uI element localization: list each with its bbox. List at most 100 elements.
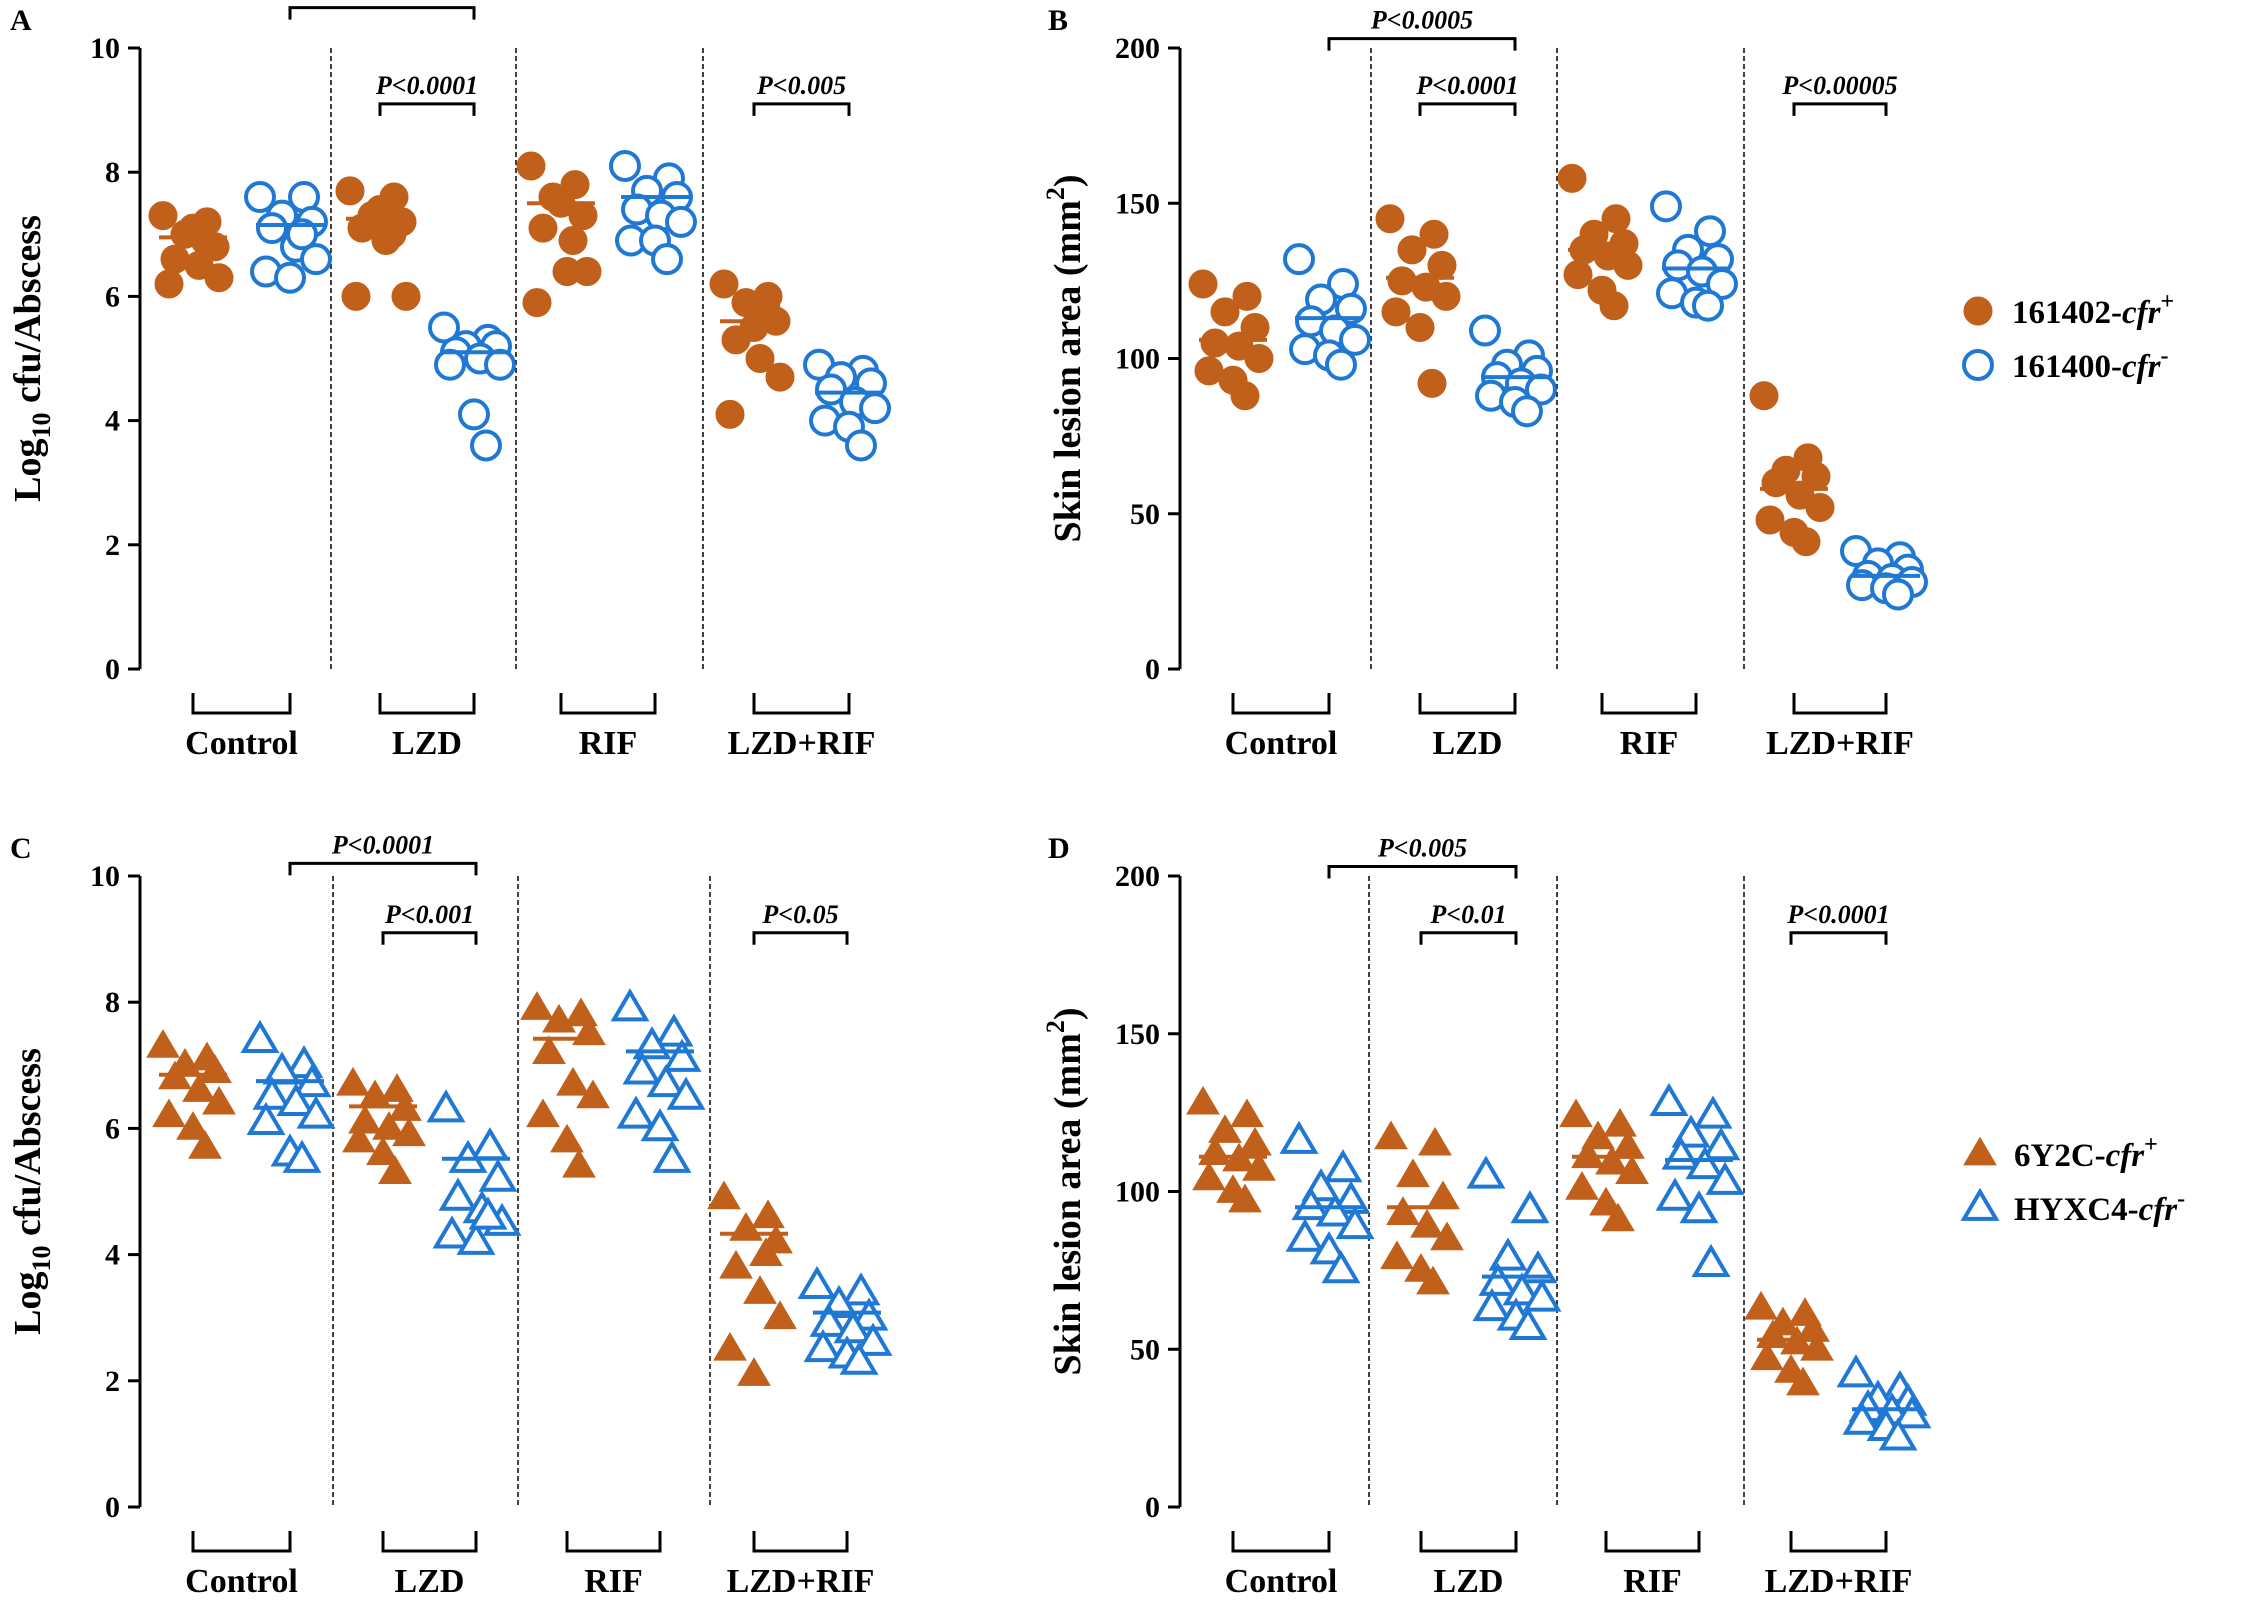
category-bracket (1604, 1531, 1701, 1553)
legend-label-italic: cfr (2106, 1138, 2146, 1174)
data-point (366, 1136, 400, 1166)
data-point (1386, 1196, 1420, 1225)
data-point (365, 194, 395, 224)
data-point (849, 1297, 889, 1331)
category-label: LZD+RIF (728, 725, 876, 762)
data-point (1601, 1202, 1635, 1232)
data-point (458, 398, 490, 431)
significance-bracket (381, 931, 478, 945)
data-point (1244, 344, 1274, 373)
data-point (522, 288, 552, 318)
data-point (1744, 1290, 1778, 1320)
data-point (1232, 281, 1262, 311)
p-value-label: P<0.0001 (330, 0, 433, 4)
data-point (1321, 1250, 1361, 1284)
data-point (622, 1051, 662, 1085)
data-point (1478, 1262, 1518, 1296)
y-tick-label: 50 (1130, 498, 1160, 531)
y-axis-title-superscript: 2 (1041, 187, 1070, 200)
series-open (1283, 190, 1928, 611)
data-point (1749, 381, 1779, 411)
data-point (342, 1123, 376, 1153)
data-point (1650, 190, 1682, 223)
data-point (1671, 1114, 1711, 1148)
legend-label-italic: cfr (2122, 295, 2162, 331)
significance-bracket (1327, 865, 1518, 879)
data-point (1836, 1354, 1876, 1388)
data-point (1186, 1085, 1220, 1115)
data-point (484, 348, 516, 381)
data-point (1613, 250, 1643, 280)
legend-label-italic: cfr (2122, 349, 2162, 385)
category-bracket (565, 1531, 662, 1553)
data-point (336, 1066, 370, 1096)
data-point (204, 263, 234, 293)
data-point (542, 1003, 576, 1033)
data-point (609, 149, 641, 182)
category-bracket (1418, 693, 1517, 715)
significance-bracket (288, 861, 478, 876)
p-value-label: P<0.01 (1429, 900, 1506, 929)
data-point (1325, 348, 1357, 381)
category-label: LZD+RIF (727, 1563, 875, 1600)
data-point (244, 181, 276, 214)
data-point (576, 1079, 610, 1109)
data-point (713, 1331, 747, 1361)
series-filled (148, 151, 795, 429)
legend-label: HYXC4-cfr- (2014, 1186, 2185, 1228)
data-point (1291, 1187, 1331, 1221)
data-point (1339, 323, 1371, 356)
data-point (1691, 1243, 1731, 1277)
data-point (347, 213, 377, 243)
data-point (392, 1117, 426, 1147)
data-point (1210, 297, 1240, 327)
y-tick-label: 50 (1130, 1333, 1160, 1366)
data-point (1418, 1126, 1452, 1156)
y-tick-label: 200 (1115, 32, 1160, 65)
data-point (470, 1127, 510, 1161)
data-point (1595, 1145, 1629, 1175)
data-point (640, 1108, 680, 1142)
data-point (240, 1019, 280, 1053)
category-label: Control (1225, 1563, 1338, 1600)
data-point (1466, 1155, 1506, 1189)
data-point (646, 1063, 686, 1098)
significance-bracket (378, 102, 476, 116)
data-point (654, 1013, 694, 1047)
data-point (1200, 328, 1230, 358)
data-point (426, 1089, 466, 1123)
y-tick-label: 8 (105, 986, 120, 1019)
data-point (152, 1098, 186, 1128)
data-point (1208, 1114, 1242, 1143)
data-point (751, 294, 781, 324)
data-point (1679, 1190, 1719, 1224)
y-tick-label: 100 (1115, 343, 1160, 376)
data-point (1387, 266, 1417, 296)
y-axis-title-superscript: 2 (1041, 1020, 1070, 1033)
data-point (709, 269, 739, 299)
legend-label-superscript: + (2160, 289, 2174, 315)
category-bracket (191, 693, 292, 715)
data-point (296, 1095, 336, 1129)
data-point (1701, 1127, 1741, 1161)
panel-d: D 0 50 100 150 200 Skin lesion area (mm2) Contr… (1041, 832, 1932, 1600)
data-point (1192, 1161, 1226, 1191)
y-axis-title-rest: ) (1047, 174, 1089, 187)
p-value-label: P<0.0001 (1786, 900, 1889, 929)
data-point (182, 1073, 216, 1102)
category-bracket (1792, 693, 1888, 715)
data-point (160, 244, 190, 274)
y-tick-label: 0 (1145, 1491, 1160, 1524)
category-bracket (1231, 693, 1331, 715)
data-point (616, 1095, 656, 1129)
data-point (286, 218, 318, 251)
y-tick-label: 0 (1145, 653, 1160, 686)
legend-triangles: 6Y2C-cfr+HYXC4-cfr- (1960, 1132, 2185, 1228)
data-point (532, 1035, 566, 1065)
data-point (432, 1215, 472, 1249)
data-point (348, 1104, 382, 1134)
data-point (1396, 1158, 1430, 1188)
data-point (282, 1139, 322, 1173)
series-filled (1186, 1085, 1834, 1396)
